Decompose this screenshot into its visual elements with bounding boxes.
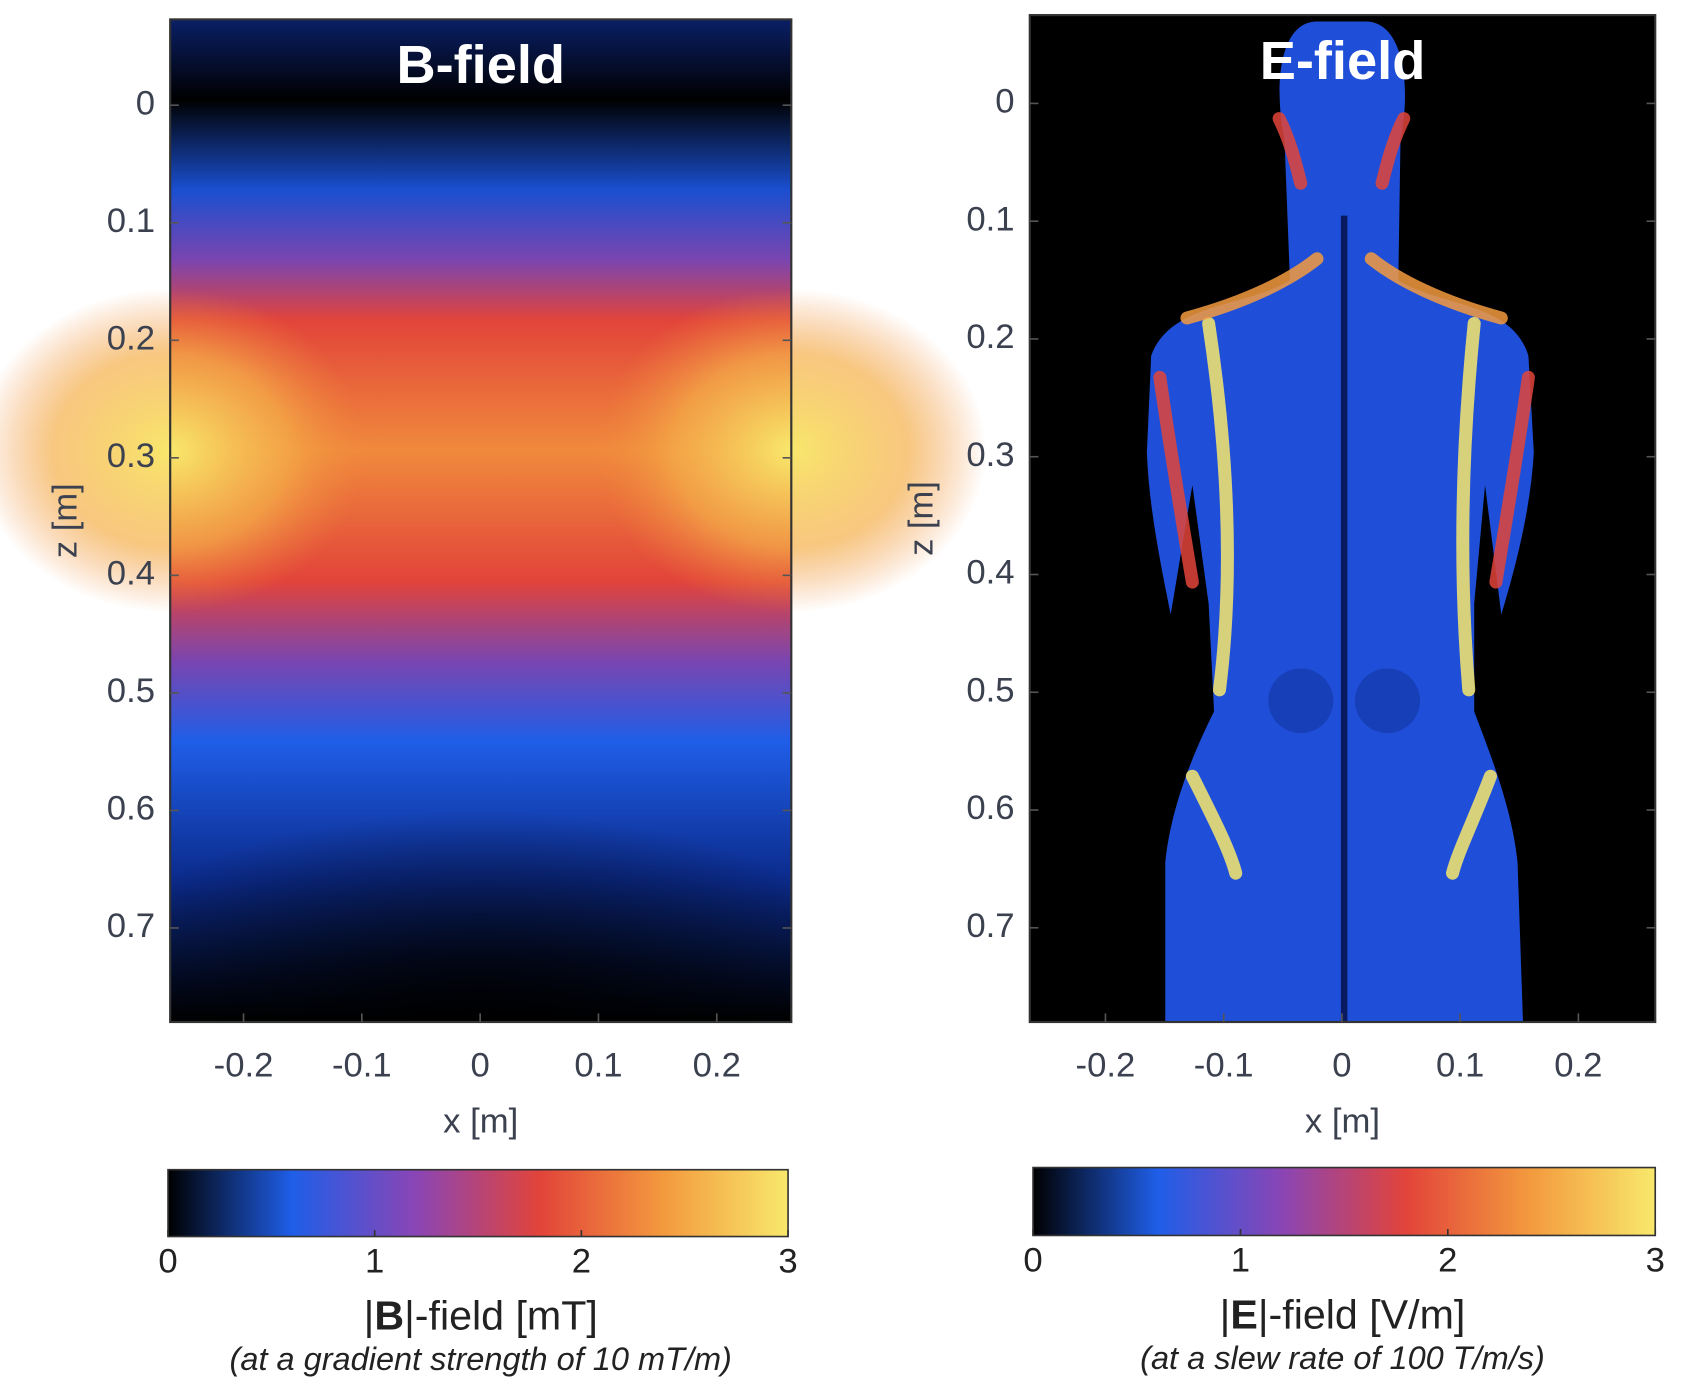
body-structure	[1355, 668, 1420, 733]
y-tick-label: 0.7	[107, 907, 155, 945]
x-tick-label: -0.1	[1194, 1046, 1254, 1084]
colorbar	[1033, 1168, 1655, 1236]
x-tick-label: 0	[471, 1046, 490, 1084]
x-tick-label: 0.2	[1554, 1046, 1602, 1084]
x-tick-label: -0.2	[1076, 1046, 1136, 1084]
y-tick-label: 0	[136, 84, 155, 122]
body-structure	[1268, 668, 1333, 733]
colorbar-tick-label: 2	[1438, 1242, 1457, 1280]
x-axis-label: x [m]	[1305, 1103, 1380, 1141]
x-axis-label: x [m]	[443, 1103, 518, 1141]
x-tick-label: -0.1	[332, 1046, 392, 1084]
figure: -0.2 -0.1 0 0.1 0.2 0 0.1 0.2 0.3 0.4 0.5 0.6 0.7 B-f…	[0, 0, 1691, 1381]
colorbar-label: |B|-field [mT]	[364, 1292, 598, 1338]
x-tick-label: 0	[1332, 1046, 1351, 1084]
colorbar-tick-label: 1	[1231, 1242, 1250, 1280]
colorbar-label-part: |-field [mT]	[404, 1292, 598, 1338]
chart-title: B-field	[396, 35, 565, 95]
colorbar-tick-label: 0	[158, 1243, 177, 1281]
y-tick-label: 0.5	[966, 671, 1014, 709]
y-tick-label: 0.4	[966, 554, 1014, 592]
x-tick-label: 0.2	[693, 1046, 741, 1084]
x-tick-label: -0.2	[214, 1046, 274, 1084]
y-tick-label: 0	[995, 83, 1014, 121]
y-tick-label: 0.6	[966, 789, 1014, 827]
y-tick-label: 0.3	[966, 436, 1014, 474]
y-tick-label: 0.1	[107, 202, 155, 240]
y-tick-label: 0.2	[966, 318, 1014, 356]
colorbar	[168, 1170, 788, 1237]
colorbar-label-part: E	[1230, 1291, 1257, 1337]
colorbar-tick-label: 3	[1646, 1242, 1665, 1280]
x-tick-label: 0.1	[1436, 1046, 1484, 1084]
y-tick-label: 0.6	[107, 790, 155, 828]
colorbar-label-part: B	[374, 1292, 404, 1338]
chart-title: E-field	[1260, 31, 1426, 91]
heatmap-panel: -0.2 -0.1 0 0.1 0.2 0 0.1 0.2 0.3 0.4 0.5 0.6 0.7 E-f…	[903, 15, 1665, 1376]
heatmap-panel: -0.2 -0.1 0 0.1 0.2 0 0.1 0.2 0.3 0.4 0.5 0.6 0.7 B-f…	[0, 19, 986, 1377]
colorbar-note: (at a slew rate of 100 T/m/s)	[1140, 1340, 1545, 1376]
y-axis-label: z [m]	[903, 481, 941, 556]
colorbar-label-part: |	[1220, 1291, 1231, 1337]
y-tick-label: 0.3	[107, 437, 155, 475]
colorbar-tick-label: 2	[572, 1243, 591, 1281]
colorbar-label-part: |-field [V/m]	[1258, 1291, 1465, 1337]
y-tick-label: 0.1	[966, 200, 1014, 238]
y-axis-label: z [m]	[46, 483, 84, 558]
colorbar-label-part: |	[364, 1292, 375, 1338]
y-tick-label: 0.2	[107, 319, 155, 357]
colorbar-label: |E|-field [V/m]	[1220, 1291, 1466, 1337]
heatmap-shade	[170, 721, 791, 1022]
y-tick-label: 0.7	[966, 907, 1014, 945]
y-tick-label: 0.5	[107, 672, 155, 710]
colorbar-note: (at a gradient strength of 10 mT/m)	[230, 1341, 732, 1377]
colorbar-tick-label: 1	[365, 1243, 384, 1281]
colorbar-tick-label: 3	[778, 1243, 797, 1281]
x-tick-label: 0.1	[574, 1046, 622, 1084]
y-tick-label: 0.4	[107, 555, 155, 593]
colorbar-tick-label: 0	[1023, 1242, 1042, 1280]
